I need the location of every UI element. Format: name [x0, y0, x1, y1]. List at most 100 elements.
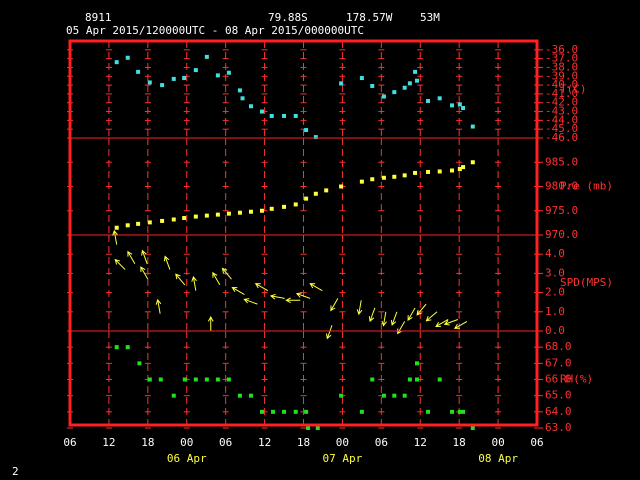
data-point	[324, 188, 329, 193]
data-point	[392, 174, 397, 179]
y-tick-label: 975.0	[545, 204, 578, 217]
wind-arrow	[231, 286, 245, 295]
data-point	[415, 377, 420, 382]
y-tick-label: 3.0	[545, 266, 565, 279]
data-point	[407, 377, 412, 382]
data-point	[226, 211, 231, 216]
data-point	[370, 83, 375, 88]
wind-arrow	[243, 298, 258, 305]
y-axis-label: RH(%)	[560, 373, 593, 386]
data-point	[381, 393, 386, 398]
wind-arrow	[140, 266, 149, 280]
data-point	[282, 113, 287, 118]
data-point	[269, 113, 274, 118]
y-tick-label: 980.0	[545, 180, 578, 193]
y-tick-label: -45.0	[545, 122, 578, 135]
data-point	[426, 98, 431, 103]
data-point	[413, 170, 418, 175]
y-tick-label: 64.0	[545, 405, 572, 418]
y-tick-label: 970.0	[545, 228, 578, 241]
data-point	[457, 102, 462, 107]
data-point	[248, 393, 253, 398]
data-point	[240, 96, 245, 101]
data-point	[204, 54, 209, 59]
data-point	[339, 184, 344, 189]
wind-arrow	[175, 273, 186, 286]
data-point	[339, 81, 344, 86]
wind-arrow	[212, 271, 221, 286]
y-axis-label: T(C)	[560, 83, 587, 96]
x-tick-label: 18	[141, 436, 154, 449]
wind-arrow	[326, 325, 333, 340]
data-point	[437, 169, 442, 174]
latitude: 79.88S	[268, 11, 308, 24]
station-id: 8911	[85, 11, 112, 24]
data-point	[407, 81, 412, 86]
data-point	[315, 426, 320, 430]
data-point	[304, 409, 309, 414]
data-point	[171, 393, 176, 398]
wind-arrow	[269, 293, 285, 300]
data-point	[282, 204, 287, 209]
data-point	[402, 173, 407, 178]
longitude: 178.57W	[346, 11, 393, 24]
wind-arrow	[407, 307, 416, 321]
data-point	[114, 225, 119, 230]
data-point	[193, 214, 198, 219]
wind-arrow	[127, 250, 136, 265]
data-point	[147, 80, 152, 85]
y-tick-label: 65.0	[545, 389, 572, 402]
y-tick-label: 1.0	[545, 305, 565, 318]
data-point	[160, 218, 165, 223]
frame	[68, 39, 539, 427]
x-tick-label: 06	[375, 436, 388, 449]
wind-arrow	[254, 283, 269, 292]
period: 05 Apr 2015/120000UTC - 08 Apr 2015/0000…	[66, 24, 364, 37]
x-tick-label: 12	[258, 436, 271, 449]
data-point	[171, 76, 176, 81]
date-label: 07 Apr	[323, 452, 363, 465]
data-point	[215, 377, 220, 382]
data-point	[457, 409, 462, 414]
date-label: 06 Apr	[167, 452, 207, 465]
y-tick-label: 66.0	[545, 373, 572, 386]
date-label: 08 Apr	[478, 452, 518, 465]
wind-arrow	[368, 307, 376, 323]
wind-arrow	[381, 311, 387, 327]
data-point	[125, 345, 130, 350]
x-tick-label: 12	[414, 436, 427, 449]
data-point	[402, 393, 407, 398]
data-point	[237, 210, 242, 215]
data-point	[147, 377, 152, 382]
data-point	[313, 135, 318, 140]
data-point	[204, 213, 209, 218]
data-point	[293, 113, 298, 118]
wind-arrow	[207, 315, 214, 331]
data-point	[125, 55, 130, 60]
data-point	[370, 377, 375, 382]
data-point	[415, 78, 420, 83]
wind-arrow	[397, 321, 406, 335]
y-tick-label: 0.0	[545, 324, 565, 337]
wind-arrow	[330, 298, 339, 312]
data-point	[259, 409, 264, 414]
data-point	[470, 160, 475, 165]
data-point	[426, 169, 431, 174]
wind-arrow	[390, 311, 398, 326]
data-point	[392, 393, 397, 398]
wind-arrow	[309, 283, 323, 292]
x-tick-label: 12	[102, 436, 115, 449]
x-tick-label: 00	[180, 436, 193, 449]
wind-arrow	[416, 303, 427, 316]
data-point	[114, 60, 119, 65]
data-point	[248, 104, 253, 109]
data-point	[137, 361, 142, 366]
data-point	[182, 216, 187, 221]
data-point	[402, 85, 407, 90]
data-point	[215, 73, 220, 78]
data-point	[171, 217, 176, 222]
data-point	[450, 103, 455, 108]
elevation: 53M	[420, 11, 440, 24]
wind-arrow	[141, 249, 148, 264]
data-point	[248, 209, 253, 214]
